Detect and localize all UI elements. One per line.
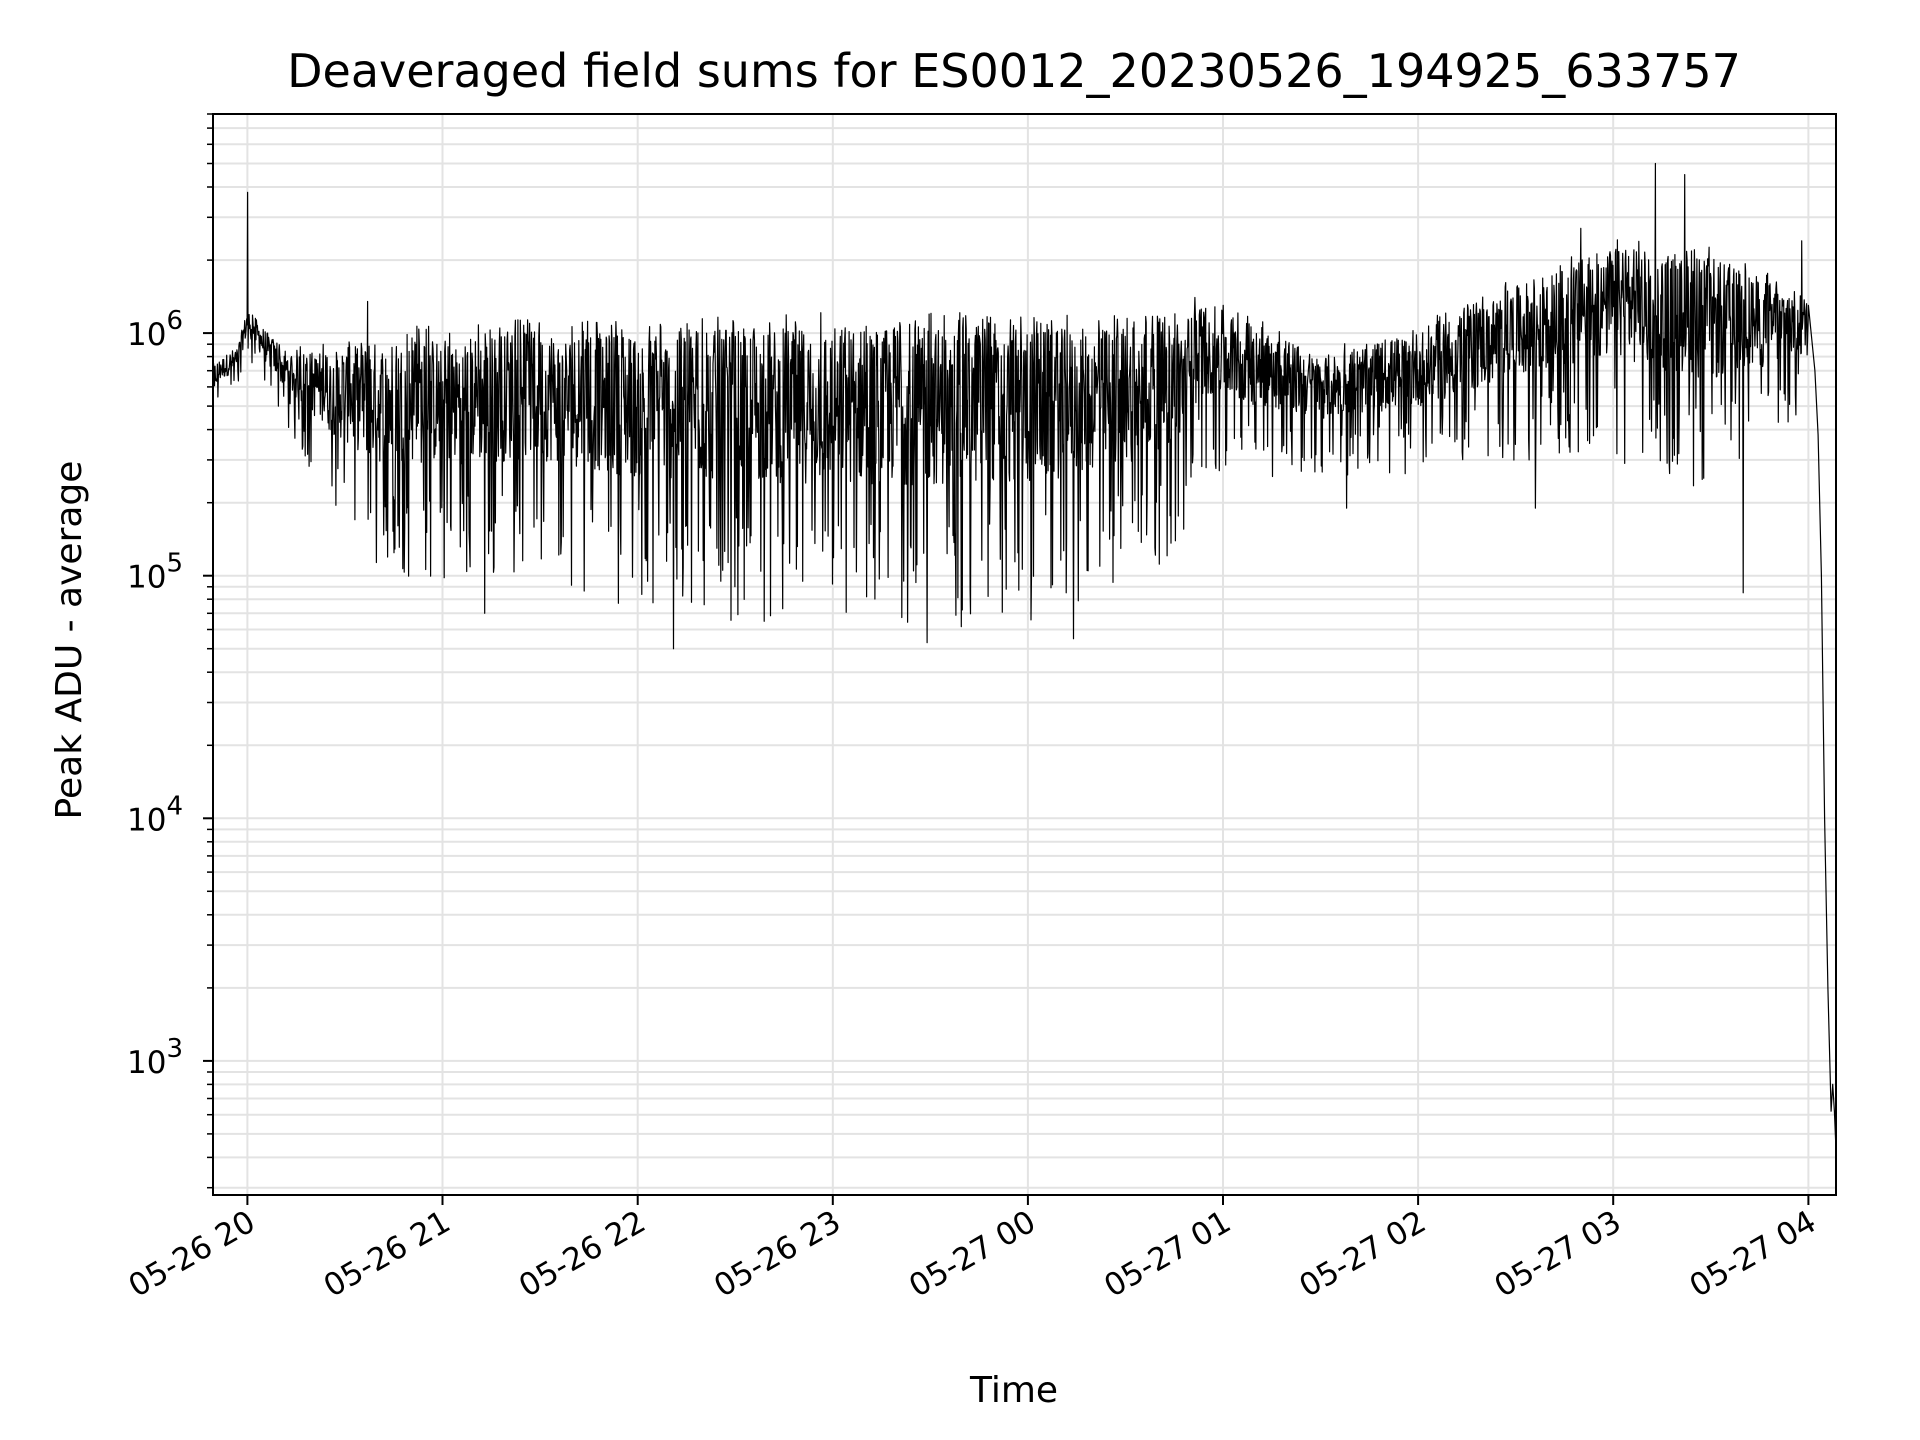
y-tick-label-exponent: 5: [166, 549, 183, 579]
y-tick-label: 106: [127, 306, 183, 353]
series-peak-adu: [212, 162, 1837, 1150]
y-tick-label-base: 10: [127, 317, 166, 353]
y-tick-label: 104: [127, 791, 183, 838]
series-line: [212, 162, 1837, 1150]
y-tick-label-base: 10: [127, 560, 166, 596]
y-tick-label-exponent: 3: [166, 1034, 183, 1064]
y-tick-label: 103: [127, 1034, 183, 1081]
y-tick-label-exponent: 4: [166, 791, 183, 821]
y-tick-label-exponent: 6: [166, 306, 183, 336]
y-axis-title: Peak ADU - average: [49, 461, 90, 820]
x-gridlines: [246, 114, 1810, 1195]
plot-frame: [212, 113, 1837, 1196]
x-axis-title: Time: [969, 1370, 1058, 1411]
y-tick-label-base: 10: [127, 802, 166, 838]
y-tick-label: 105: [127, 549, 183, 596]
y-tick-label-base: 10: [127, 1045, 166, 1081]
y-gridlines: [213, 113, 1836, 1189]
chart-title: Deaveraged field sums for ES0012_2023052…: [287, 44, 1741, 98]
